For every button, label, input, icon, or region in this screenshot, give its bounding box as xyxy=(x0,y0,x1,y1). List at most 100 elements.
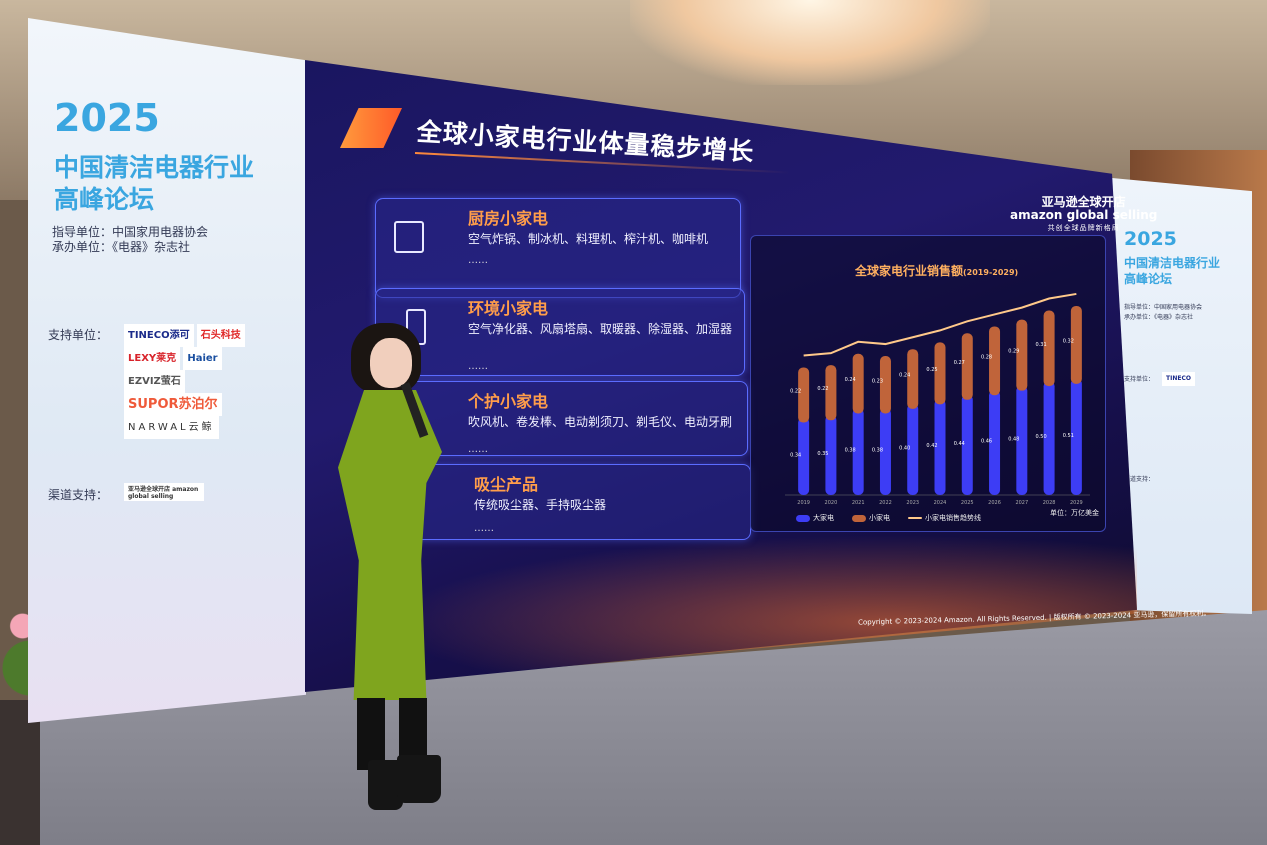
stage-edge xyxy=(0,700,40,845)
x-tick-label: 2023 xyxy=(906,500,919,506)
bar-large-appliance xyxy=(961,394,973,495)
trend-line xyxy=(803,292,1077,357)
category-card-vacuum: 吸尘产品 传统吸尘器、手持吸尘器 …… xyxy=(375,464,751,540)
sponsor-logo: SUPOR苏泊尔 xyxy=(124,393,222,416)
left-banner: 2025 中国清洁电器行业 高峰论坛 指导单位：中国家用电器协会 承办单位：《电… xyxy=(28,18,306,723)
support-label: 支持单位： xyxy=(1124,376,1155,383)
guide-value: 中国家用电器协会 xyxy=(112,225,209,239)
host-label: 承办单位： xyxy=(52,240,113,254)
chart-subtitle: (2019-2029) xyxy=(963,268,1019,277)
x-tick-label: 2024 xyxy=(934,500,947,506)
channel-sponsor-logo: 亚马逊全球开店 amazon global selling xyxy=(124,483,204,501)
legend-item: 大家电 xyxy=(796,513,834,523)
bar-small-appliance xyxy=(1016,319,1028,391)
x-tick-label: 2027 xyxy=(1015,500,1028,506)
data-label: 0.46 xyxy=(981,439,992,445)
chart-title: 全球家电行业销售额(2019-2029) xyxy=(855,262,1018,279)
data-label: 0.35 xyxy=(817,451,828,457)
data-label: 0.48 xyxy=(1008,436,1019,442)
bar-small-appliance xyxy=(798,367,810,423)
legend-label: 大家电 xyxy=(813,514,834,522)
card-desc: 吹风机、卷发棒、电动剃须刀、剃毛仪、电动牙刷 xyxy=(468,415,733,429)
sales-chart: 0.34 0.22 2019 0.35 0.22 2020 0.38 0.24 2021 0.38… xyxy=(785,292,1090,506)
bar-large-appliance xyxy=(852,408,864,495)
banner-title-1: 中国清洁电器行业 xyxy=(1124,256,1221,270)
card-title: 吸尘产品 xyxy=(474,475,539,494)
bar-small-appliance xyxy=(825,365,837,421)
sponsor-logo: TINECO添可 xyxy=(124,324,194,347)
data-label: 0.50 xyxy=(1036,434,1047,440)
speaker-face xyxy=(370,338,412,388)
chart-unit: 单位：万亿美金 xyxy=(1050,509,1099,517)
data-label: 0.22 xyxy=(790,389,801,395)
amazon-logo: 亚马逊全球开店 amazon global selling 共创全球品牌新格局 xyxy=(1010,196,1157,235)
data-label: 0.23 xyxy=(872,378,883,384)
data-label: 0.24 xyxy=(899,373,910,379)
bar-small-appliance xyxy=(852,353,864,414)
sponsor-logo: NARWAL云鲸 xyxy=(124,416,219,439)
data-label: 0.51 xyxy=(1063,433,1074,439)
legend-swatch xyxy=(852,514,866,522)
card-desc: 传统吸尘器、手持吸尘器 xyxy=(474,498,607,512)
card-more: …… xyxy=(468,444,488,455)
bar-large-appliance xyxy=(1070,378,1082,495)
data-label: 0.28 xyxy=(981,354,992,360)
sponsor-logo: TINECO xyxy=(1162,372,1195,386)
x-tick-label: 2019 xyxy=(797,500,810,506)
sponsor-logo: 石头科技 xyxy=(196,324,245,347)
guide-line: 指导单位：中国家用电器协会 xyxy=(1124,304,1203,311)
card-more: …… xyxy=(468,255,488,266)
sponsor-logo: LEXY莱克 xyxy=(124,347,181,370)
card-more: …… xyxy=(474,523,494,534)
x-tick-label: 2020 xyxy=(825,500,838,506)
banner-title-2: 高峰论坛 xyxy=(1124,272,1173,286)
bar-small-appliance xyxy=(1043,310,1055,387)
guide-label: 指导单位： xyxy=(52,225,113,239)
dishwasher-icon xyxy=(394,221,424,253)
data-label: 0.32 xyxy=(1063,338,1074,344)
logo-cn: 亚马逊全球开店 xyxy=(1041,195,1126,209)
channel-label: 渠道支持： xyxy=(1124,476,1155,483)
chandelier xyxy=(630,0,990,85)
bar-small-appliance xyxy=(989,326,1001,396)
bar-small-appliance xyxy=(907,349,919,409)
card-desc: 空气炸锅、制冰机、料理机、榨汁机、咖啡机 xyxy=(468,232,709,246)
card-title: 个护小家电 xyxy=(468,392,549,411)
support-label: 支持单位： xyxy=(48,328,109,342)
bar-large-appliance xyxy=(989,390,1001,495)
bar-large-appliance xyxy=(1043,381,1055,495)
bar-large-appliance xyxy=(934,399,946,495)
legend-item: 小家电 xyxy=(852,513,890,523)
data-label: 0.38 xyxy=(845,448,856,454)
bar-small-appliance xyxy=(879,356,891,414)
x-tick-label: 2021 xyxy=(852,500,865,506)
category-card-environment: 环境小家电 空气净化器、风扇塔扇、取暖器、除湿器、加湿器 …… xyxy=(375,288,745,376)
data-label: 0.44 xyxy=(954,441,965,447)
host-line: 承办单位：《电器》杂志社 xyxy=(1124,314,1194,321)
x-tick-label: 2026 xyxy=(988,500,1001,506)
chart-title-text: 全球家电行业销售额 xyxy=(855,264,964,278)
logo-en: amazon global selling xyxy=(1010,208,1158,222)
bar-large-appliance xyxy=(1016,385,1028,495)
bar-large-appliance xyxy=(879,408,891,495)
data-label: 0.25 xyxy=(926,367,937,373)
data-label: 0.22 xyxy=(817,386,828,392)
banner-title-2: 高峰论坛 xyxy=(54,185,155,214)
data-label: 0.24 xyxy=(845,377,856,383)
bar-small-appliance xyxy=(934,342,946,405)
bar-large-appliance xyxy=(907,403,919,495)
channel-label: 渠道支持： xyxy=(48,488,109,502)
chart-legend: 大家电 小家电 小家电销售趋势线 xyxy=(796,513,981,523)
category-card-kitchen: 厨房小家电 空气炸锅、制冰机、料理机、榨汁机、咖啡机 …… xyxy=(375,198,741,298)
card-title: 厨房小家电 xyxy=(468,209,549,228)
x-tick-label: 2022 xyxy=(879,500,892,506)
banner-year: 2025 xyxy=(1124,228,1177,250)
data-label: 0.42 xyxy=(926,443,937,449)
data-label: 0.27 xyxy=(954,360,965,366)
legend-item: 小家电销售趋势线 xyxy=(908,513,981,523)
legend-label: 小家电 xyxy=(869,514,890,522)
bar-small-appliance xyxy=(1070,305,1082,384)
bar-small-appliance xyxy=(961,333,973,400)
host-value: 《电器》杂志社 xyxy=(112,240,191,254)
legend-swatch xyxy=(796,514,810,522)
